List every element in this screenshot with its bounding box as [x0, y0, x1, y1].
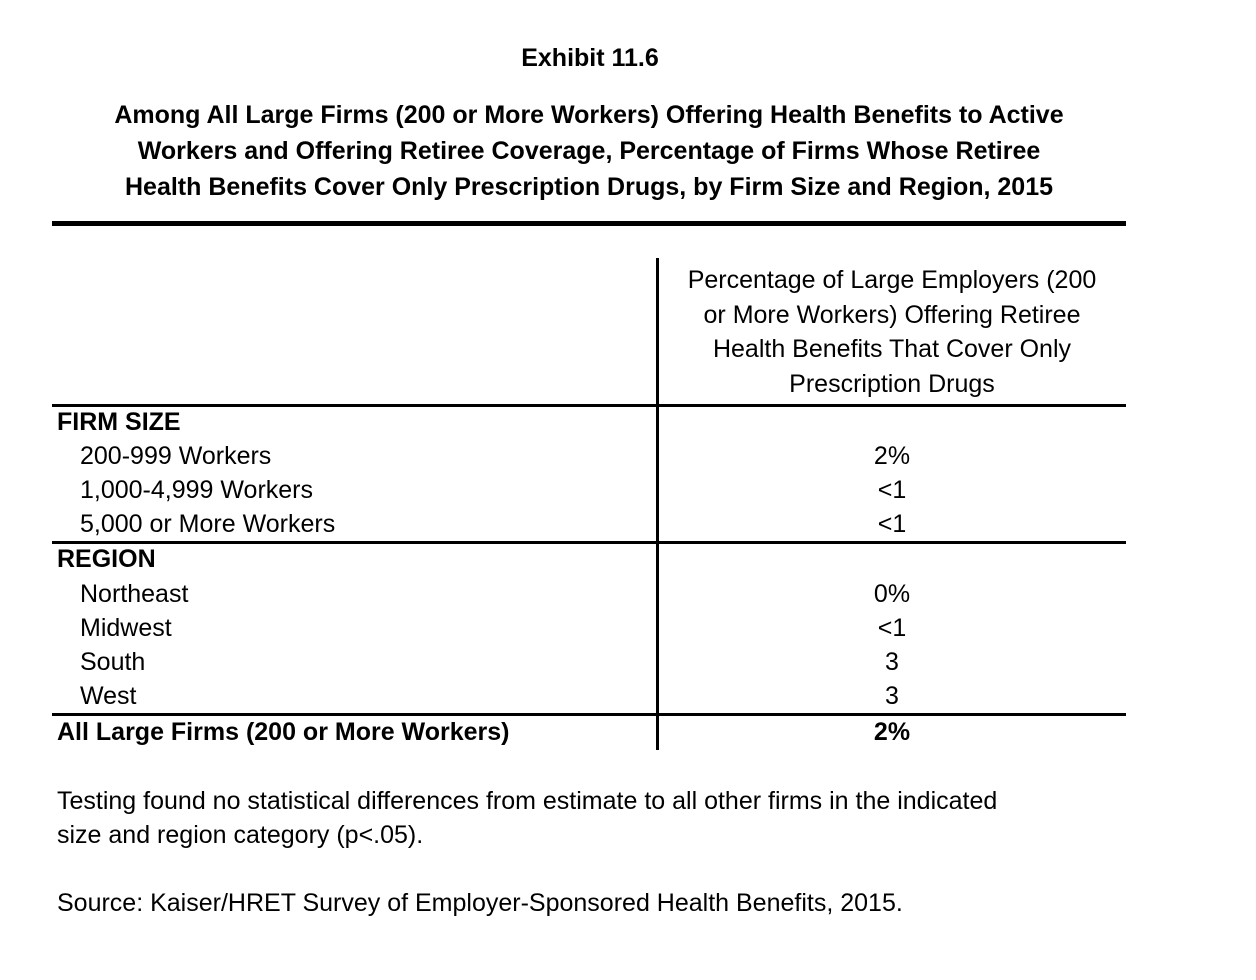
row-label: Midwest — [80, 614, 172, 642]
table-row: South 3 — [0, 645, 1256, 679]
column-header: Percentage of Large Employers (200 or Mo… — [662, 263, 1122, 401]
section-heading-row: FIRM SIZE — [0, 405, 1256, 439]
table-row: Midwest <1 — [0, 611, 1256, 645]
row-label: South — [80, 648, 146, 676]
table-row: 1,000-4,999 Workers <1 — [0, 473, 1256, 507]
row-value: <1 — [877, 476, 907, 504]
column-header-line: or More Workers) Offering Retiree — [703, 300, 1081, 329]
row-label: West — [80, 682, 137, 710]
top-rule — [52, 221, 1126, 226]
row-label: 5,000 or More Workers — [80, 510, 336, 538]
total-row: All Large Firms (200 or More Workers) 2% — [0, 715, 1256, 749]
title-line: Among All Large Firms (200 or More Worke… — [114, 101, 1064, 129]
header-rule — [52, 404, 1126, 407]
column-divider — [656, 258, 659, 750]
section-rule — [52, 541, 1126, 544]
column-header-line: Prescription Drugs — [789, 369, 995, 398]
table-row: 200-999 Workers 2% — [0, 439, 1256, 473]
row-value: <1 — [877, 614, 907, 642]
title-line: Health Benefits Cover Only Prescription … — [124, 173, 1053, 201]
row-value: 0% — [873, 580, 911, 608]
row-label: 200-999 Workers — [80, 442, 272, 470]
source-note: Source: Kaiser/HRET Survey of Employer-S… — [57, 889, 903, 917]
total-rule — [52, 713, 1126, 716]
row-value: <1 — [877, 510, 907, 538]
total-label: All Large Firms (200 or More Workers) — [57, 718, 510, 746]
row-label: 1,000-4,999 Workers — [80, 476, 313, 504]
table-row: Northeast 0% — [0, 577, 1256, 611]
column-header-line: Health Benefits That Cover Only — [712, 335, 1072, 363]
section-heading-firm-size: FIRM SIZE — [57, 408, 181, 436]
footnote-line: Testing found no statistical differences… — [57, 787, 998, 815]
section-heading-region: REGION — [57, 545, 156, 573]
total-value: 2% — [873, 718, 911, 746]
column-header-line: Percentage of Large Employers (200 — [687, 266, 1097, 294]
table-row: West 3 — [0, 679, 1256, 713]
footnote: Testing found no statistical differences… — [57, 784, 1157, 852]
row-value: 2% — [873, 442, 911, 470]
footnote-line: size and region category (p<.05). — [57, 821, 424, 849]
row-value: 3 — [885, 648, 899, 676]
exhibit-number: Exhibit 11.6 — [521, 44, 659, 72]
row-value: 3 — [885, 682, 899, 710]
table-row: 5,000 or More Workers <1 — [0, 507, 1256, 541]
section-heading-row: REGION — [0, 542, 1256, 576]
row-label: Northeast — [80, 580, 189, 608]
title-line: Workers and Offering Retiree Coverage, P… — [137, 137, 1041, 165]
exhibit-title: Among All Large Firms (200 or More Worke… — [52, 97, 1126, 205]
